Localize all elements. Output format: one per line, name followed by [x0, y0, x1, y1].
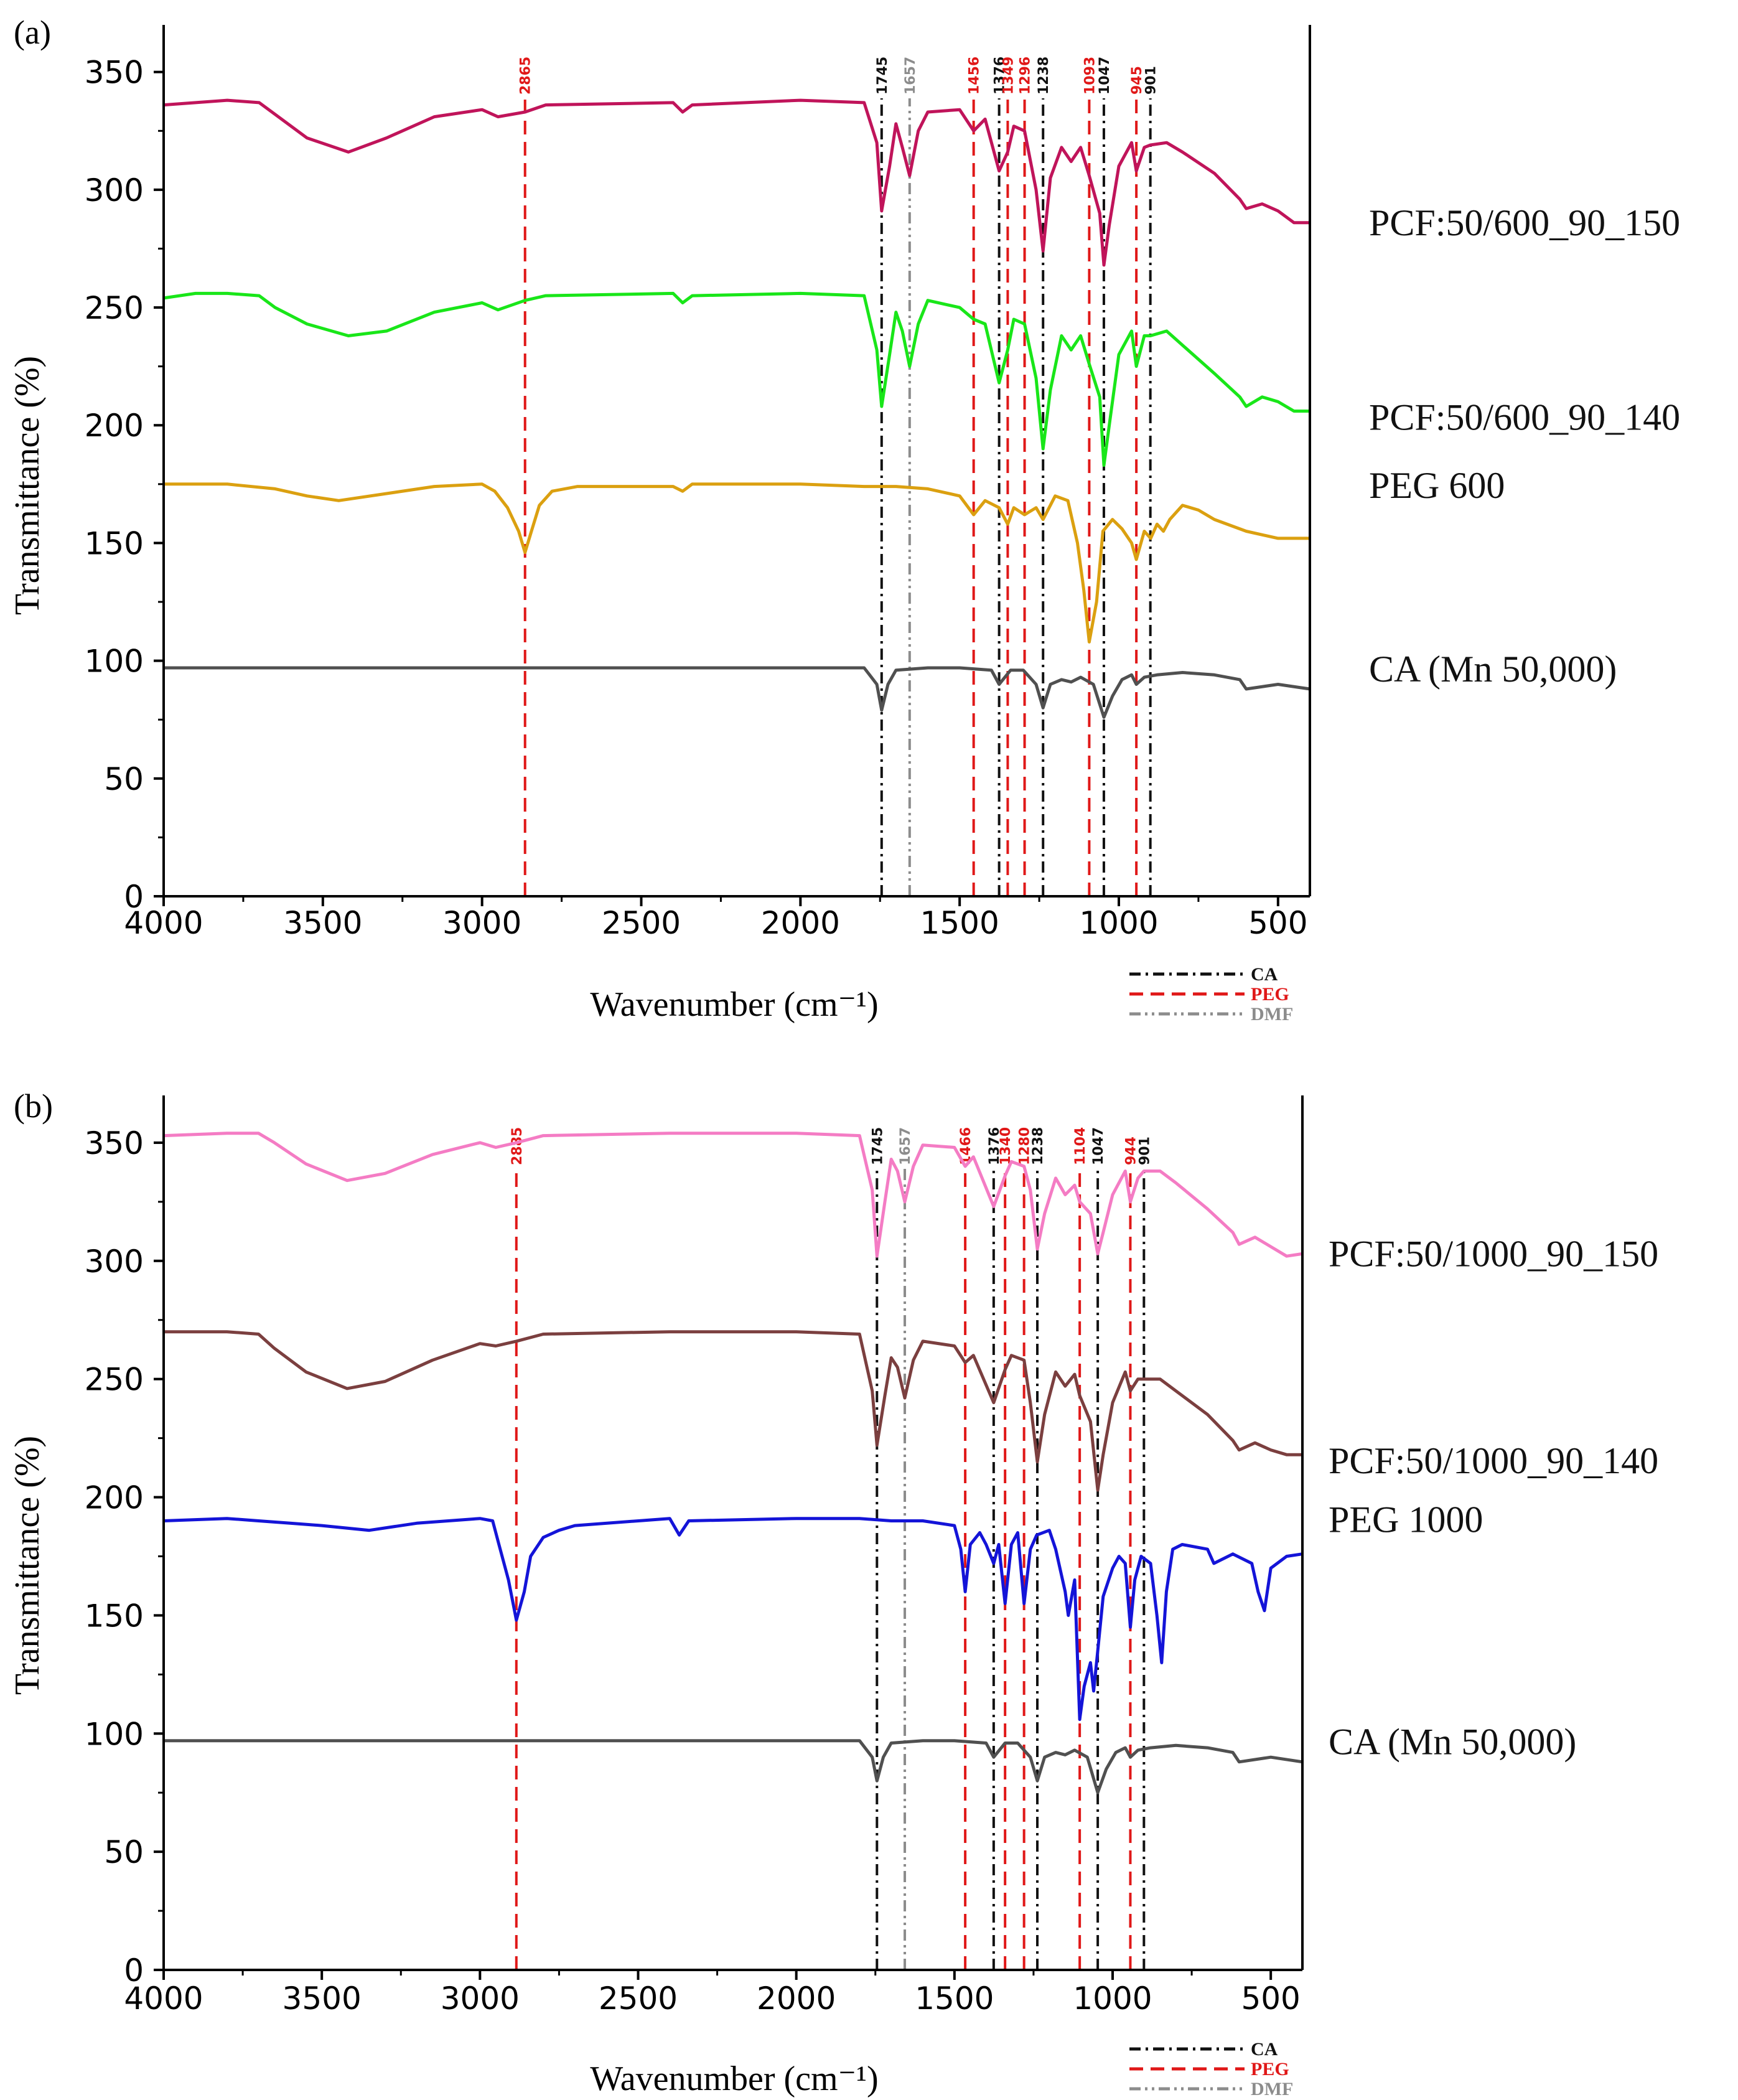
x-tick-label: 1000 [1073, 1980, 1152, 2017]
y-tick-label: 300 [85, 1244, 144, 1280]
reference-line-label: 1349 [1001, 57, 1016, 95]
x-tick-label: 500 [1241, 1980, 1300, 2017]
legend-label: PEG [1251, 2059, 1289, 2079]
x-tick-label: 3500 [283, 905, 362, 941]
y-tick-label: 150 [85, 1598, 144, 1634]
series-label: PCF:50/600_90_150 [1369, 202, 1680, 243]
y-tick-label: 150 [85, 525, 144, 561]
x-tick-label: 1500 [920, 905, 999, 941]
series-label: CA (Mn 50,000) [1329, 1722, 1576, 1763]
reference-line-label: 2885 [510, 1127, 525, 1165]
y-tick-label: 0 [124, 879, 144, 915]
x-tick-label: 2500 [602, 905, 681, 941]
x-tick-label: 2500 [599, 1980, 678, 2017]
panel-a: (a) Transmittance (%) Wavenumber (cm⁻¹) … [8, 14, 1680, 1024]
series-label: CA (Mn 50,000) [1369, 649, 1617, 690]
reference-line-label: 1456 [967, 57, 983, 95]
reference-line-label: 1104 [1073, 1127, 1088, 1165]
series-label: PCF:50/600_90_140 [1369, 397, 1680, 438]
y-tick-label: 50 [104, 1834, 144, 1870]
x-tick-label: 1000 [1079, 905, 1158, 941]
y-tick-label: 0 [124, 1952, 144, 1989]
reference-line-label: 1745 [870, 1127, 885, 1165]
reference-line-label: 1047 [1097, 57, 1113, 95]
series-label: PCF:50/1000_90_150 [1329, 1233, 1658, 1274]
reference-line-label: 1047 [1091, 1127, 1106, 1165]
y-tick-label: 350 [85, 1125, 144, 1161]
x-tick-label: 3000 [441, 1980, 520, 2017]
reference-line-label: 944 [1123, 1137, 1139, 1165]
x-tick-label: 2000 [761, 905, 840, 941]
y-tick-label: 100 [85, 1716, 144, 1752]
series-line [164, 666, 1311, 719]
series-line [163, 1517, 1303, 1721]
legend-label: DMF [1251, 2079, 1293, 2099]
y-tick-label: 250 [85, 1362, 144, 1398]
reference-line-label: 1296 [1018, 57, 1034, 95]
series-line [164, 1330, 1302, 1492]
legend-label: PEG [1251, 984, 1289, 1005]
reference-line-label: 945 [1129, 66, 1145, 95]
series-line [164, 482, 1310, 644]
reference-line-label: 1340 [998, 1127, 1014, 1165]
x-tick-label: 2000 [757, 1980, 836, 2017]
panel-label: (a) [14, 14, 51, 51]
series-label: PCF:50/1000_90_140 [1329, 1440, 1658, 1481]
reference-line-label: 1657 [903, 57, 918, 95]
reference-line-label: 2865 [518, 57, 534, 95]
reference-line-label: 1657 [898, 1127, 913, 1165]
reference-line-label: 1376 [993, 57, 1008, 95]
legend-label: DMF [1251, 1004, 1293, 1024]
series-line [164, 1739, 1303, 1794]
y-axis-title: Transmittance (%) [8, 1436, 47, 1695]
y-tick-label: 200 [85, 1480, 144, 1516]
y-tick-label: 100 [85, 644, 144, 680]
x-axis-title: Wavenumber (cm⁻¹) [590, 2060, 878, 2098]
reference-line-label: 1238 [1036, 57, 1052, 95]
panel-b: (b) Transmittance (%) Wavenumber (cm⁻¹) … [8, 1087, 1658, 2099]
y-tick-label: 300 [85, 172, 144, 209]
reference-line-label: 1238 [1030, 1127, 1046, 1165]
reference-line-label: 1376 [987, 1127, 1002, 1165]
panel-label: (b) [14, 1087, 53, 1125]
x-tick-label: 4000 [124, 1980, 203, 2017]
legend-label: CA [1251, 2039, 1278, 2060]
reference-line-label: 1093 [1082, 57, 1098, 95]
reference-line-label: 1280 [1017, 1127, 1033, 1165]
x-tick-label: 1500 [915, 1980, 994, 2017]
y-axis-title: Transmittance (%) [8, 356, 47, 615]
series-line [163, 98, 1310, 267]
series-line [163, 1132, 1303, 1258]
series-label: PEG 600 [1369, 465, 1505, 506]
y-tick-label: 350 [85, 55, 144, 91]
y-tick-label: 50 [104, 761, 144, 797]
y-tick-label: 250 [85, 290, 144, 326]
x-tick-label: 3500 [283, 1980, 362, 2017]
reference-line-label: 901 [1137, 1137, 1152, 1165]
series-label: PEG 1000 [1329, 1499, 1483, 1540]
x-tick-label: 3000 [442, 905, 521, 941]
x-tick-label: 4000 [124, 905, 203, 941]
x-tick-label: 500 [1248, 905, 1307, 941]
x-axis-title: Wavenumber (cm⁻¹) [590, 985, 878, 1024]
reference-line-label: 901 [1144, 66, 1159, 95]
reference-line-label: 1745 [875, 57, 890, 95]
y-tick-label: 200 [85, 408, 144, 444]
legend-label: CA [1251, 964, 1278, 985]
series-line [163, 291, 1310, 467]
